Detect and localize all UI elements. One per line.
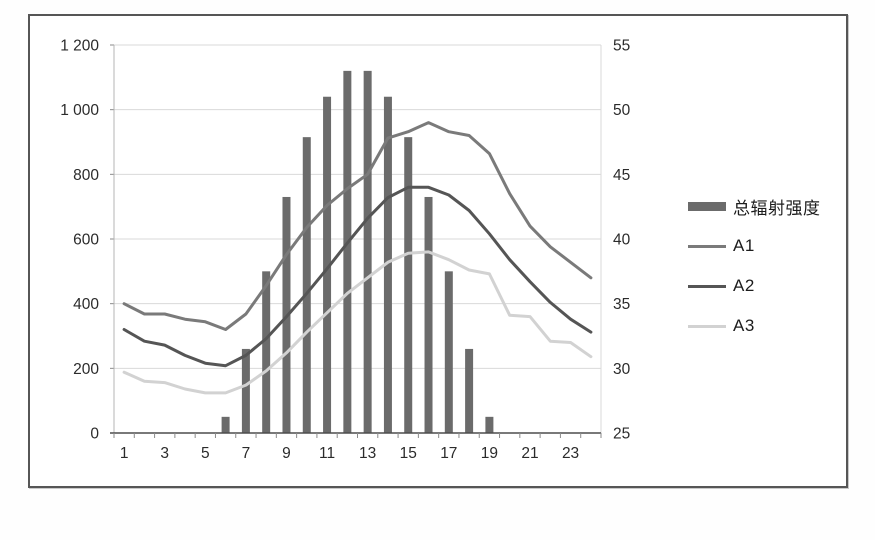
legend-label: 总辐射强度 bbox=[733, 198, 821, 218]
legend-line-swatch bbox=[688, 284, 726, 288]
legend-bar-swatch bbox=[688, 201, 726, 211]
legend-line-swatch bbox=[688, 244, 726, 248]
y-axis-label-right: 55 bbox=[613, 37, 630, 54]
radiation-bar bbox=[343, 70, 352, 433]
x-axis-label: 23 bbox=[562, 445, 579, 462]
y-axis-label-left: 400 bbox=[73, 296, 99, 313]
legend-label: A3 bbox=[733, 316, 755, 335]
y-axis-label-left: 1 200 bbox=[60, 37, 99, 54]
y-axis-label-left: 800 bbox=[73, 167, 99, 184]
legend-item: A2 bbox=[688, 276, 821, 296]
legend: 总辐射强度 A1 A2 A3 bbox=[688, 196, 821, 356]
y-axis-label-right: 50 bbox=[613, 102, 631, 119]
y-axis-label-left: 200 bbox=[73, 361, 99, 378]
radiation-bar bbox=[424, 196, 433, 433]
x-axis-label: 19 bbox=[481, 445, 498, 462]
radiation-bar bbox=[262, 271, 271, 433]
radiation-bar bbox=[485, 416, 494, 433]
legend-line-swatch bbox=[688, 324, 726, 328]
x-axis-label: 1 bbox=[120, 445, 129, 462]
x-axis-label: 17 bbox=[440, 445, 457, 462]
legend-label: A2 bbox=[733, 276, 755, 295]
legend-item: A1 bbox=[688, 236, 821, 256]
x-axis-label: 5 bbox=[201, 445, 210, 462]
y-axis-label-left: 0 bbox=[90, 425, 99, 442]
radiation-bar bbox=[404, 137, 413, 433]
x-axis-label: 9 bbox=[282, 445, 291, 462]
radiation-bar bbox=[444, 271, 453, 433]
x-axis-label: 13 bbox=[359, 445, 376, 462]
series-line-a1 bbox=[122, 121, 593, 331]
chart-frame: 1 200 1 000 800 600 400 200 0 55 50 45 40 35 30 25 1 3 5… bbox=[28, 14, 848, 488]
y-axis-label-left: 1 000 bbox=[60, 102, 99, 119]
radiation-bar bbox=[465, 348, 474, 433]
x-axis-label: 3 bbox=[160, 445, 169, 462]
legend-item: A3 bbox=[688, 316, 821, 336]
y-axis-label-right: 25 bbox=[613, 425, 630, 442]
radiation-bar bbox=[363, 70, 372, 433]
series-line-a3 bbox=[122, 250, 593, 395]
radiation-bar bbox=[383, 96, 392, 433]
y-axis-label-right: 40 bbox=[613, 231, 631, 248]
y-axis-label-right: 30 bbox=[613, 361, 631, 378]
legend-label: A1 bbox=[733, 236, 755, 255]
y-axis-label-right: 45 bbox=[613, 167, 630, 184]
radiation-bar bbox=[241, 348, 250, 433]
y-axis-label-right: 35 bbox=[613, 296, 630, 313]
x-axis-label: 21 bbox=[521, 445, 538, 462]
radiation-bar bbox=[221, 416, 230, 433]
y-axis-label-left: 600 bbox=[73, 231, 99, 248]
x-axis-label: 7 bbox=[242, 445, 251, 462]
series-line-a2 bbox=[122, 185, 593, 368]
radiation-bar bbox=[323, 96, 332, 433]
legend-item: 总辐射强度 bbox=[688, 196, 821, 218]
x-axis-label: 11 bbox=[319, 445, 335, 462]
radiation-bar bbox=[302, 137, 311, 433]
x-axis-label: 15 bbox=[400, 445, 417, 462]
